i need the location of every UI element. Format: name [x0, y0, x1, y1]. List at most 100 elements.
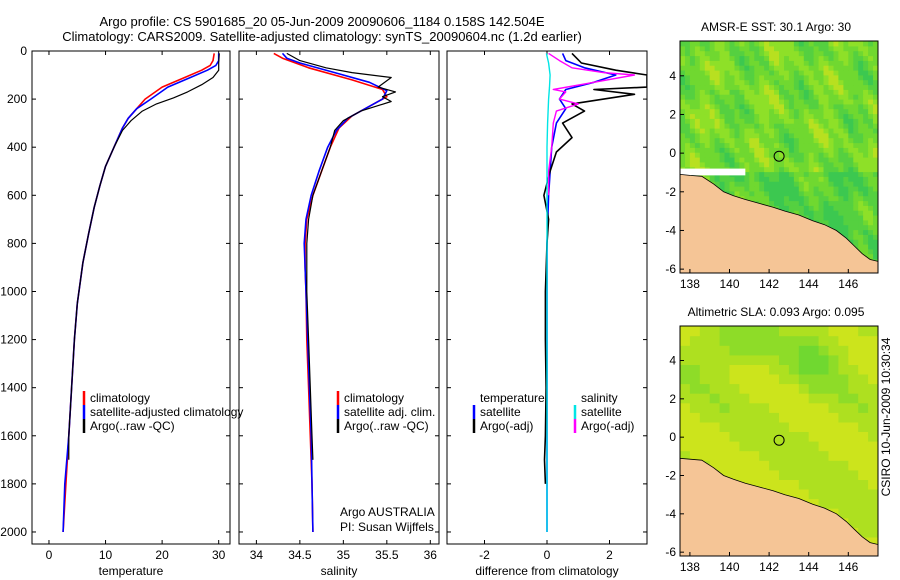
heatmap-cell: [793, 45, 800, 52]
heatmap-cell: [749, 469, 760, 480]
heatmap-cell: [853, 70, 859, 76]
heatmap-cell: [724, 161, 731, 168]
heatmap-cell: [818, 498, 830, 509]
heatmap-cell: [853, 118, 859, 124]
heatmap-cell: [828, 84, 835, 90]
heatmap-cell: [764, 195, 770, 202]
heatmap-cell: [749, 479, 760, 490]
heatmap-cell: [808, 383, 820, 394]
heatmap-cell: [828, 488, 839, 500]
heatmap-cell: [699, 94, 706, 100]
heatmap-cell: [774, 166, 780, 173]
heatmap-cell: [759, 412, 770, 423]
temperature-frame: [31, 50, 231, 545]
heatmap-cell: [873, 70, 878, 76]
heatmap-cell: [803, 181, 810, 187]
heatmap-cell: [828, 45, 835, 52]
heatmap-cell: [685, 132, 691, 139]
heatmap-cell: [689, 383, 701, 394]
heatmap-cell: [823, 205, 830, 211]
heatmap-cell: [803, 55, 810, 61]
heatmap-cell: [788, 195, 795, 202]
heatmap-cell: [749, 152, 755, 158]
heatmap-cell: [764, 99, 770, 105]
heatmap-cell: [803, 99, 810, 105]
heatmap-cell: [729, 373, 740, 385]
heatmap-cell: [803, 60, 810, 66]
heatmap-cell: [694, 45, 701, 52]
heatmap-cell: [769, 74, 775, 81]
heatmap-cell: [788, 364, 800, 375]
heatmap-cell: [818, 123, 825, 129]
heatmap-cell: [694, 94, 701, 100]
heatmap-cell: [823, 190, 830, 197]
heatmap-cell: [858, 65, 864, 71]
x-tick-label: 36: [424, 548, 438, 562]
heatmap-cell: [818, 79, 825, 86]
heatmap-cell: [858, 142, 864, 148]
heatmap-cell: [724, 84, 731, 90]
heatmap-cell: [843, 70, 849, 76]
heatmap-cell: [749, 50, 755, 57]
heatmap-cell: [719, 128, 726, 134]
heatmap-cell: [868, 113, 874, 119]
heatmap-cell: [779, 70, 785, 76]
heatmap-cell: [793, 74, 800, 81]
heatmap-cell: [754, 166, 760, 173]
heatmap-cell: [833, 79, 839, 86]
heatmap-cell: [858, 393, 869, 404]
heatmap-cell: [719, 55, 726, 61]
heatmap-cell: [833, 103, 839, 110]
heatmap-cell: [868, 181, 874, 187]
series-line-argo: [68, 53, 220, 460]
heatmap-cell: [788, 373, 800, 385]
heatmap-cell: [818, 431, 830, 442]
heatmap-cell: [823, 215, 830, 221]
heatmap-cell: [704, 79, 711, 86]
heatmap-cell: [828, 345, 839, 356]
heatmap-cell: [873, 181, 878, 187]
heatmap-cell: [788, 186, 795, 192]
heatmap-cell: [843, 210, 849, 216]
heatmap-cell: [808, 431, 820, 442]
annotation-pi: PI: Susan Wijffels: [340, 520, 434, 534]
heatmap-cell: [719, 137, 726, 144]
heatmap-cell: [833, 210, 839, 216]
heatmap-cell: [694, 118, 701, 124]
heatmap-cell: [754, 147, 760, 153]
heatmap-cell: [838, 84, 844, 90]
heatmap-cell: [848, 412, 859, 423]
heatmap-cell: [853, 152, 859, 158]
heatmap-cell: [863, 128, 869, 134]
heatmap-cell: [749, 441, 760, 452]
heatmap-cell: [764, 45, 770, 52]
heatmap-cell: [828, 152, 835, 158]
heatmap-cell: [828, 412, 839, 423]
heatmap-cell: [759, 441, 770, 452]
heatmap-cell: [868, 152, 874, 158]
heatmap-cell: [838, 152, 844, 158]
heatmap-cell: [739, 94, 745, 100]
heatmap-cell: [749, 161, 755, 168]
heatmap-cell: [813, 147, 820, 153]
heatmap-cell: [724, 181, 731, 187]
heatmap-cell: [848, 239, 854, 245]
heatmap-cell: [863, 171, 869, 177]
heatmap-cell: [863, 60, 869, 66]
heatmap-cell: [779, 137, 785, 144]
heatmap-cell: [848, 94, 854, 100]
heatmap-cell: [858, 508, 869, 519]
heatmap-cell: [828, 210, 835, 216]
heatmap-cell: [833, 190, 839, 197]
heatmap-cell: [719, 181, 726, 187]
heatmap-cell: [823, 166, 830, 173]
heatmap-cell: [833, 74, 839, 81]
heatmap-cell: [803, 210, 810, 216]
heatmap-cell: [798, 393, 810, 404]
heatmap-cell: [764, 60, 770, 66]
heatmap-cell: [833, 45, 839, 52]
heatmap-cell: [689, 132, 696, 139]
heatmap-cell: [868, 431, 878, 442]
heatmap-cell: [754, 181, 760, 187]
heatmap-cell: [714, 60, 721, 66]
